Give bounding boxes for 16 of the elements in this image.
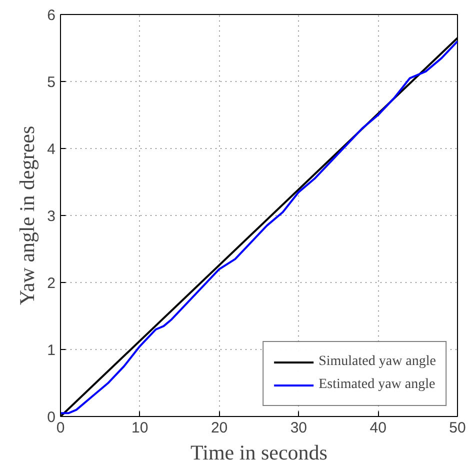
y-tick-label: 1: [47, 342, 56, 359]
x-tick-label: 20: [210, 420, 228, 436]
y-tick-label: 2: [47, 275, 56, 292]
y-tick-label: 6: [47, 7, 56, 24]
y-axis-title: Yaw angle in degrees: [15, 126, 40, 306]
x-tick-label: 40: [370, 420, 386, 436]
x-tick-label: 30: [290, 420, 308, 436]
y-tick-label: 4: [47, 141, 56, 158]
legend-label: Simulated yaw angle: [318, 354, 436, 370]
y-tick-label: 5: [47, 74, 56, 91]
x-axis-title: Time in seconds: [190, 440, 328, 464]
legend-label: Estimated yaw angle: [318, 377, 436, 393]
x-tick-label: 10: [132, 420, 148, 436]
y-tick-label: 3: [47, 208, 56, 225]
x-tick-label: 50: [449, 420, 466, 436]
y-tick-label: 0: [47, 409, 56, 426]
